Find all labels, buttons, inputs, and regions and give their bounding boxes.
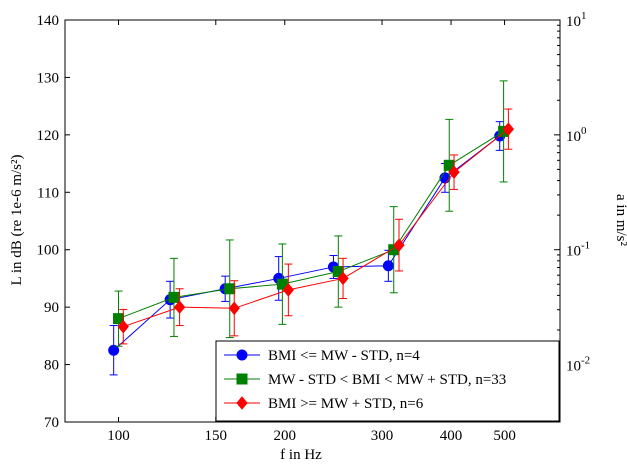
series-layer bbox=[108, 80, 515, 376]
right-tick-label: 100 bbox=[566, 125, 587, 145]
legend-label: BMI >= MW + STD, n=6 bbox=[268, 396, 424, 412]
data-point bbox=[236, 373, 248, 385]
y-tick-label: 110 bbox=[37, 185, 59, 201]
x-tick-label: 300 bbox=[371, 428, 394, 444]
data-point bbox=[337, 271, 349, 286]
y-tick-label: 70 bbox=[44, 415, 59, 431]
x-tick-label: 200 bbox=[274, 428, 297, 444]
right-tick-label: 10-2 bbox=[566, 355, 590, 375]
tick-labels: 70 80 90 100 110 120 130 140 100 150 200 300 400 500 1… bbox=[37, 10, 591, 444]
right-tick-label: 10-1 bbox=[566, 240, 590, 260]
y-tick-label: 90 bbox=[44, 300, 59, 316]
x-axis-label: f in Hz bbox=[280, 447, 322, 463]
data-point bbox=[393, 238, 405, 252]
data-point bbox=[282, 283, 295, 297]
legend-label: BMI <= MW - STD, n=4 bbox=[268, 348, 420, 364]
y-tick-label: 120 bbox=[37, 128, 60, 144]
plot-border bbox=[64, 19, 561, 423]
y-tick-label: 140 bbox=[37, 13, 60, 29]
data-point bbox=[168, 291, 180, 303]
series-3 bbox=[117, 108, 515, 345]
x-tick-label: 100 bbox=[107, 428, 130, 444]
legend-label: MW - STD < BMI < MW + STD, n=33 bbox=[268, 372, 506, 388]
series-line bbox=[118, 130, 504, 320]
data-point bbox=[502, 122, 515, 136]
y-axis-label: L in dB (re 1e-6 m/s²) bbox=[9, 155, 25, 286]
y-tick-label: 100 bbox=[37, 243, 60, 259]
plot-frame bbox=[64, 19, 561, 423]
data-point bbox=[448, 165, 460, 179]
y-tick-label: 130 bbox=[37, 70, 60, 86]
legend-box bbox=[215, 340, 560, 422]
series-line bbox=[123, 128, 509, 328]
data-point bbox=[117, 319, 129, 334]
x-tick-label: 400 bbox=[440, 428, 463, 444]
data-point bbox=[173, 300, 186, 314]
data-point bbox=[108, 344, 120, 356]
data-point bbox=[224, 283, 236, 295]
legend-entry: BMI <= MW - STD, n=4 bbox=[224, 348, 420, 364]
x-tick-label: 500 bbox=[493, 428, 516, 444]
right-tick-label: 101 bbox=[566, 10, 587, 30]
data-point bbox=[276, 278, 288, 290]
legend-entry: MW - STD < BMI < MW + STD, n=33 bbox=[224, 372, 506, 388]
data-point bbox=[228, 301, 240, 316]
data-point bbox=[382, 260, 394, 272]
data-point bbox=[236, 349, 248, 361]
legend: BMI <= MW - STD, n=4 MW - STD < BMI < MW … bbox=[215, 340, 560, 422]
y-tick-label: 80 bbox=[44, 358, 59, 374]
x-tick-label: 150 bbox=[205, 428, 228, 444]
right-axis-label: a in m/s² bbox=[613, 194, 627, 246]
legend-entry: BMI >= MW + STD, n=6 bbox=[224, 396, 424, 412]
data-point bbox=[236, 396, 248, 410]
